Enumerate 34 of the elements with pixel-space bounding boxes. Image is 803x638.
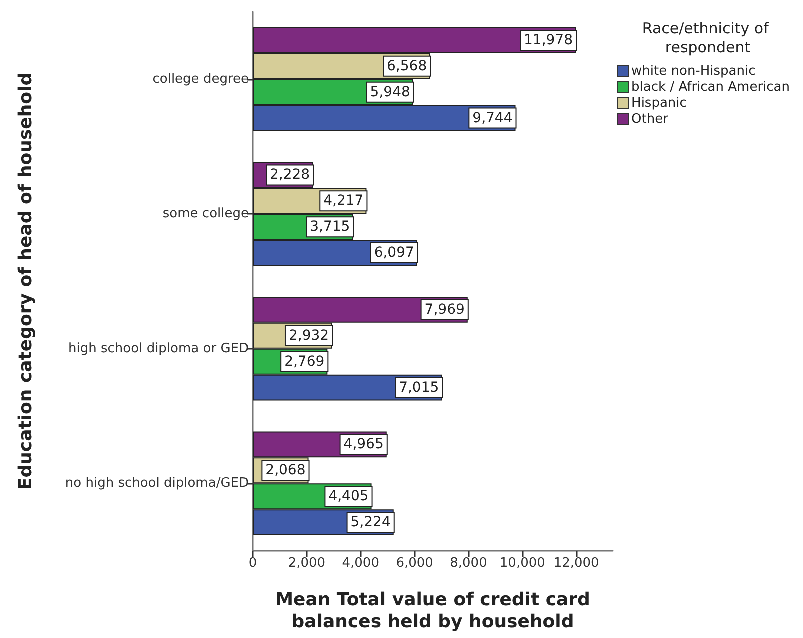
x-tick-label: 8,000 (450, 556, 488, 571)
data-label: 4,217 (324, 193, 364, 210)
data-label: 5,224 (350, 514, 391, 531)
data-label: 11,978 (524, 32, 573, 48)
data-label: 6,568 (387, 58, 428, 74)
legend-label: white non-Hispanic (632, 64, 756, 79)
x-tick-label: 0 (248, 556, 258, 571)
x-axis-title: Mean Total value of credit card balances held by household (276, 590, 590, 632)
y-tick-label: some college (162, 206, 249, 222)
x-tick-label: 4,000 (342, 556, 380, 571)
data-label: 4,965 (344, 436, 384, 453)
x-tick-label: 12,000 (554, 556, 600, 571)
y-tick-label: no high school diploma/GED (65, 476, 249, 492)
legend-title: Race/ethnicity of respondent (642, 20, 774, 56)
x-tick-label: 2,000 (288, 556, 326, 571)
data-label: 2,932 (288, 328, 330, 344)
data-label: 2,228 (270, 167, 310, 184)
x-tick-label: 10,000 (500, 556, 546, 571)
data-label: 2,769 (284, 354, 325, 370)
data-label: 4,405 (328, 488, 369, 505)
y-axis-title: Education category of head of household (16, 72, 36, 490)
data-label: 2,068 (266, 462, 306, 479)
legend-label: Hispanic (632, 96, 687, 111)
data-label: 7,969 (424, 302, 465, 318)
legend-label: Other (632, 112, 670, 127)
data-label: 5,948 (370, 84, 410, 100)
legend-label: black / African American (632, 80, 790, 95)
y-tick-label: high school diploma or GED (68, 341, 249, 356)
x-tick-label: 6,000 (396, 556, 434, 571)
data-label: 6,097 (374, 245, 414, 262)
y-tick-label: college degree (152, 72, 249, 87)
data-label: 3,715 (310, 219, 350, 236)
data-label: 9,744 (472, 110, 513, 126)
data-label: 7,015 (399, 380, 440, 396)
